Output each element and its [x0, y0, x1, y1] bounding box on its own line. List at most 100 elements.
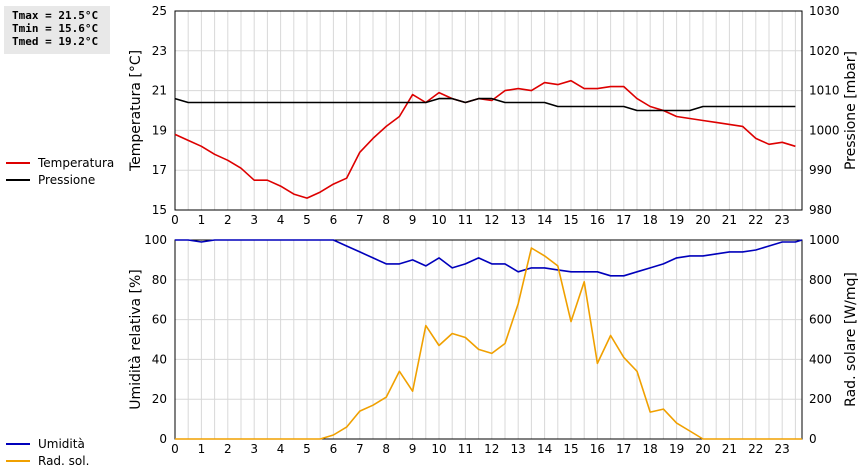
x-tick-label: 17: [616, 442, 631, 456]
x-tick-label: 12: [484, 442, 499, 456]
y-tick-label: 60: [152, 313, 167, 327]
legend-swatch-pressione: [6, 178, 30, 181]
y2-axis-title: Pressione [mbar]: [843, 51, 859, 170]
legend-item-pressione: Pressione: [6, 171, 114, 188]
series-line-umidit: [175, 239, 803, 277]
x-tick-label: 9: [409, 213, 417, 227]
x-tick-label: 18: [643, 213, 658, 227]
x-tick-label: 1: [198, 442, 206, 456]
stats-box: Tmax = 21.5°C Tmin = 15.6°C Tmed = 19.2°…: [4, 6, 110, 54]
x-tick-label: 7: [356, 213, 364, 227]
legend-item-umidit: Umidità: [6, 435, 89, 452]
x-tick-label: 21: [722, 442, 737, 456]
x-tick-label: 14: [537, 213, 552, 227]
x-tick-label: 23: [775, 213, 790, 227]
x-tick-label: 20: [695, 442, 710, 456]
x-tick-label: 15: [563, 213, 578, 227]
y2-tick-label: 800: [809, 273, 832, 287]
y-tick-label: 20: [152, 392, 167, 406]
x-tick-label: 2: [224, 213, 232, 227]
legend-top: Temperatura Pressione: [6, 154, 114, 188]
x-tick-label: 22: [748, 213, 763, 227]
y-axis-title: Umidità relativa [%]: [128, 269, 144, 410]
x-tick-label: 19: [669, 213, 684, 227]
y2-tick-label: 990: [809, 163, 832, 177]
x-tick-label: 3: [250, 442, 258, 456]
x-tick-label: 10: [431, 442, 446, 456]
series-line-pressione: [174, 97, 796, 112]
y2-tick-label: 1030: [809, 4, 840, 18]
y-tick-label: 40: [152, 352, 167, 366]
x-tick-label: 19: [669, 442, 684, 456]
tmed-label: Tmed = 19.2°C: [12, 35, 99, 48]
plot-frame: [174, 239, 803, 440]
plot-area: [175, 11, 802, 210]
x-tick-label: 3: [250, 213, 258, 227]
y2-tick-label: 1000: [809, 123, 840, 137]
tmax-label: Tmax = 21.5°C: [12, 9, 99, 22]
x-tick-label: 8: [382, 213, 390, 227]
x-tick-label: 4: [277, 442, 285, 456]
series-line-rad-sol: [175, 247, 802, 440]
y2-tick-label: 980: [809, 203, 832, 217]
legend-item-temperatura: Temperatura: [6, 154, 114, 171]
x-tick-label: 6: [330, 213, 338, 227]
x-tick-label: 2: [224, 442, 232, 456]
y-tick-label: 100: [144, 233, 167, 247]
y2-tick-label: 600: [809, 313, 832, 327]
x-tick-label: 6: [330, 442, 338, 456]
y-tick-label: 23: [152, 44, 167, 58]
x-tick-label: 1: [198, 213, 206, 227]
x-tick-label: 16: [590, 442, 605, 456]
y-tick-label: 21: [152, 84, 167, 98]
y-tick-label: 19: [152, 123, 167, 137]
legend-label-umidit: Umidità: [38, 436, 85, 451]
legend-label-pressione: Pressione: [38, 172, 96, 187]
x-tick-label: 11: [458, 442, 473, 456]
x-tick-label: 12: [484, 213, 499, 227]
x-tick-label: 4: [277, 213, 285, 227]
x-tick-label: 13: [511, 213, 526, 227]
y2-tick-label: 200: [809, 392, 832, 406]
x-tick-label: 16: [590, 213, 605, 227]
x-tick-label: 5: [303, 213, 311, 227]
legend-label-temperatura: Temperatura: [38, 155, 115, 170]
x-tick-label: 21: [722, 213, 737, 227]
y-tick-label: 17: [152, 163, 167, 177]
x-tick-label: 10: [431, 213, 446, 227]
y2-tick-label: 1000: [809, 233, 840, 247]
y2-tick-label: 1010: [809, 84, 840, 98]
x-tick-label: 18: [643, 442, 658, 456]
x-tick-label: 0: [171, 213, 179, 227]
x-tick-label: 11: [458, 213, 473, 227]
x-tick-label: 14: [537, 442, 552, 456]
series-line-temperatura: [174, 79, 796, 199]
y2-tick-label: 0: [809, 432, 817, 446]
legend-swatch-umidit: [6, 442, 30, 445]
y2-axis-title: Rad. solare [W/mq]: [843, 272, 859, 407]
x-tick-label: 22: [748, 442, 763, 456]
plot-frame: [174, 10, 803, 211]
tmin-label: Tmin = 15.6°C: [12, 22, 99, 35]
x-tick-label: 8: [382, 442, 390, 456]
chart-temperature-pressure: 0 1 2 3 4 5 6 7 8 9 10 11 12 13 14 15 16 17 18 19 20 21 22 2315…: [128, 4, 859, 227]
x-tick-label: 5: [303, 442, 311, 456]
x-tick-label: 7: [356, 442, 364, 456]
plot-area: [175, 240, 802, 439]
x-tick-label: 20: [695, 213, 710, 227]
y-tick-label: 25: [152, 4, 167, 18]
legend-swatch-temperatura: [6, 161, 30, 164]
x-tick-label: 15: [563, 442, 578, 456]
y-tick-label: 0: [159, 432, 167, 446]
chart-humidity-radiation: 0 1 2 3 4 5 6 7 8 9 10 11 12 13 14 15 16 17 18 19 20 21 22 2302…: [128, 233, 859, 456]
x-tick-label: 17: [616, 213, 631, 227]
y-tick-label: 15: [152, 203, 167, 217]
y2-tick-label: 400: [809, 352, 832, 366]
x-tick-label: 9: [409, 442, 417, 456]
x-tick-label: 23: [775, 442, 790, 456]
x-tick-label: 0: [171, 442, 179, 456]
y2-tick-label: 1020: [809, 44, 840, 58]
x-tick-label: 13: [511, 442, 526, 456]
y-axis-title: Temperatura [°C]: [128, 50, 144, 172]
